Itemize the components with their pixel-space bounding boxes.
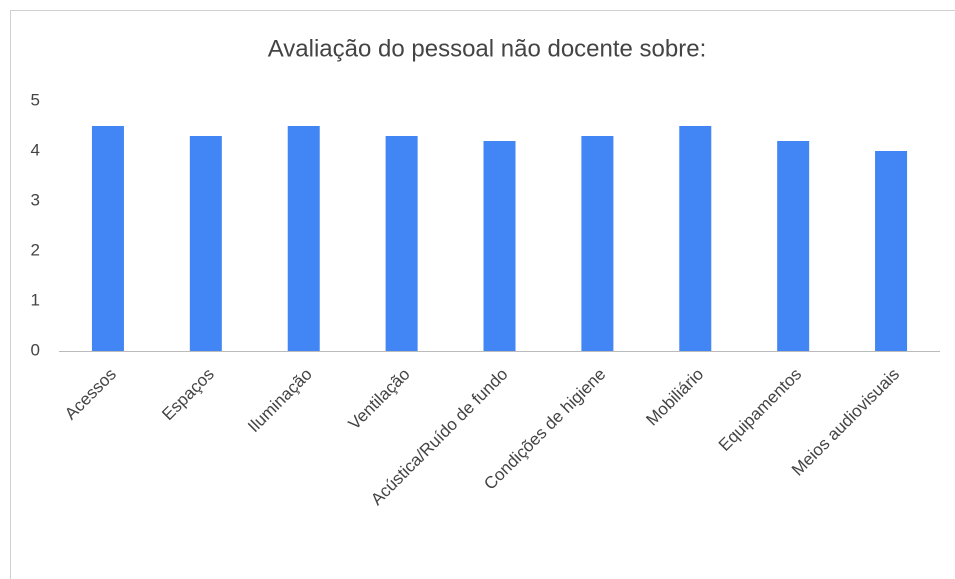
bar (679, 126, 712, 351)
y-tick-label: 1 (31, 290, 40, 309)
bar (483, 141, 516, 351)
bar (385, 136, 418, 351)
bar (875, 151, 908, 351)
bar (189, 136, 222, 351)
y-tick-label: 4 (31, 140, 40, 159)
bar (581, 136, 614, 351)
y-tick-label: 0 (31, 340, 40, 359)
bar (777, 141, 810, 351)
y-tick-label: 3 (31, 190, 40, 209)
y-tick-label: 2 (31, 240, 40, 259)
chart-frame (10, 10, 955, 579)
bar (91, 126, 124, 351)
chart-title: Avaliação do pessoal não docente sobre: (268, 35, 707, 62)
bar (287, 126, 320, 351)
y-tick-label: 5 (31, 90, 40, 109)
